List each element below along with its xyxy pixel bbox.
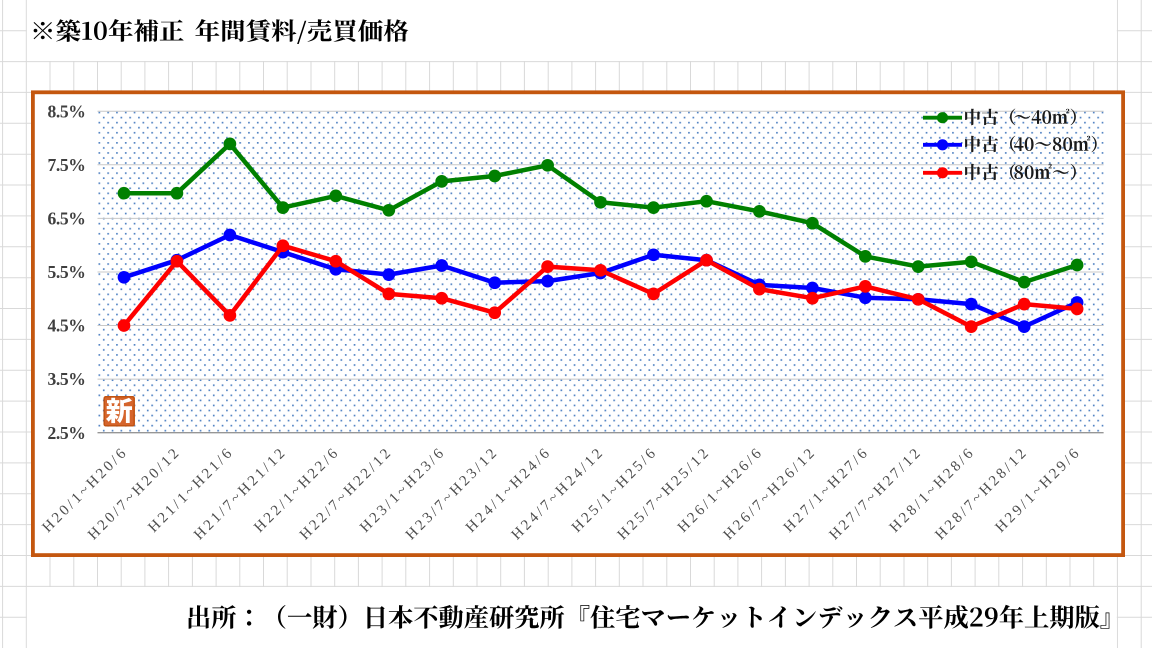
svg-text:5.5%: 5.5% [48, 262, 86, 282]
svg-text:6.5%: 6.5% [48, 209, 86, 229]
svg-text:4.5%: 4.5% [48, 316, 86, 336]
svg-text:8.5%: 8.5% [48, 101, 86, 121]
svg-text:2.5%: 2.5% [48, 423, 86, 443]
svg-text:3.5%: 3.5% [48, 369, 86, 389]
svg-text:7.5%: 7.5% [48, 155, 86, 175]
